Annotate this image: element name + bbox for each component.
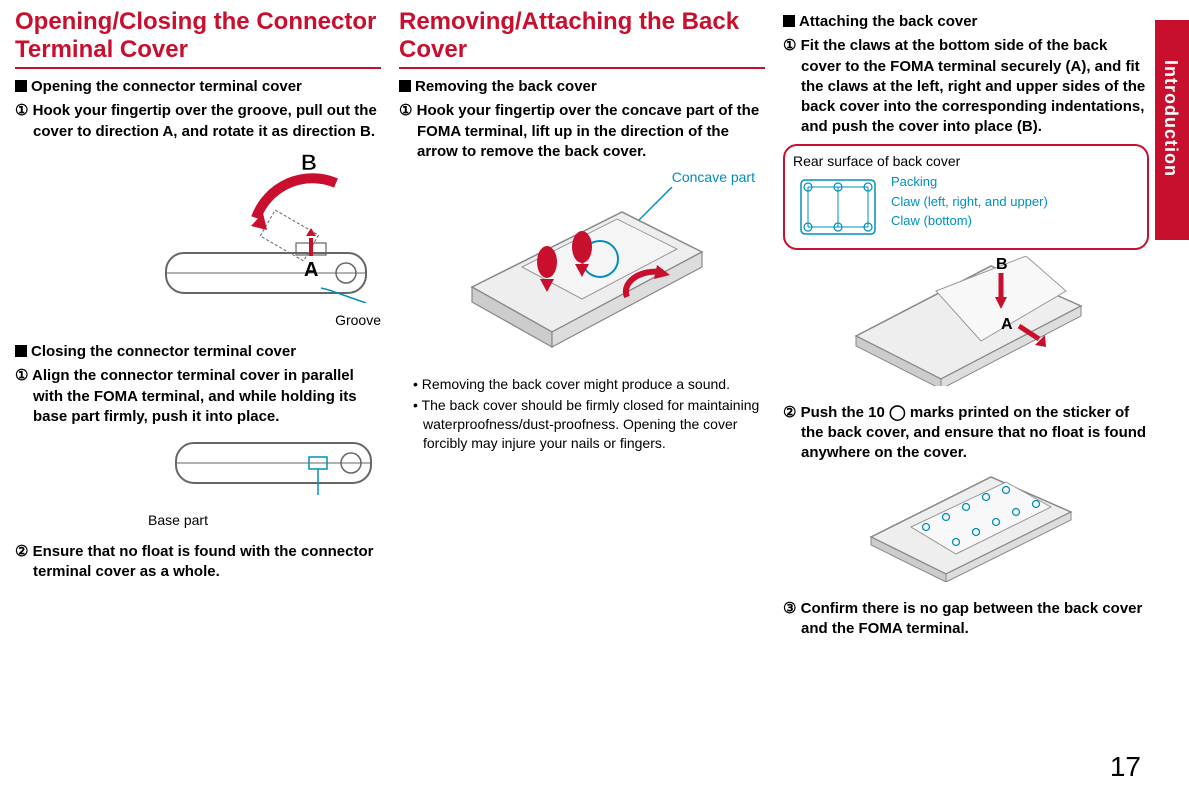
figure-open: B A Groove — [15, 148, 381, 330]
callout-label-3: Claw (bottom) — [891, 211, 1048, 231]
subheading-attaching: Attaching the back cover — [783, 12, 1149, 32]
svg-text:A: A — [304, 259, 318, 281]
step-close-1: ① Align the connector terminal cover in … — [15, 366, 381, 427]
fig-label-concave: Concave part — [399, 168, 765, 187]
callout-labels: Packing Claw (left, right, and upper) Cl… — [891, 172, 1048, 242]
column-1: Opening/Closing the Connector Terminal C… — [15, 8, 381, 784]
section-title-1: Opening/Closing the Connector Terminal C… — [15, 8, 381, 69]
svg-text:A: A — [1001, 316, 1013, 333]
step-close-2: ② Ensure that no float is found with the… — [15, 542, 381, 583]
callout-title: Rear surface of back cover — [793, 152, 1139, 171]
section-title-2: Removing/Attaching the Back Cover — [399, 8, 765, 69]
svg-text:B: B — [301, 150, 317, 175]
callout-rear-cover: Rear surface of back cover — [783, 144, 1149, 251]
section-tab-label: Introduction — [1159, 60, 1183, 177]
page: Opening/Closing the Connector Terminal C… — [0, 0, 1189, 792]
callout-diagram-icon — [793, 172, 883, 242]
callout-label-2: Claw (left, right, and upper) — [891, 192, 1048, 212]
diagram-press-icon — [851, 467, 1081, 582]
notes-remove: Removing the back cover might produce a … — [399, 375, 765, 453]
figure-attach-2 — [783, 467, 1149, 588]
note-2: The back cover should be firmly closed f… — [413, 396, 765, 453]
diagram-attach-icon: B A — [836, 256, 1096, 386]
subheading-opening: Opening the connector terminal cover — [15, 77, 381, 97]
diagram-remove-icon — [442, 187, 722, 357]
diagram-open-icon: B A — [161, 148, 381, 303]
diagram-close-icon — [171, 433, 381, 503]
step-attach-2: ② Push the 10 ◯ marks printed on the sti… — [783, 403, 1149, 464]
note-1: Removing the back cover might produce a … — [413, 375, 765, 394]
callout-label-1: Packing — [891, 172, 1048, 192]
figure-remove: Concave part — [399, 168, 765, 363]
column-2: Removing/Attaching the Back Cover Removi… — [399, 8, 765, 784]
step-remove-1: ① Hook your fingertip over the concave p… — [399, 101, 765, 162]
figure-close: Base part — [15, 433, 381, 530]
page-number: 17 — [1110, 748, 1141, 786]
step-open-1: ① Hook your fingertip over the groove, p… — [15, 101, 381, 142]
column-3: Attaching the back cover ① Fit the claws… — [783, 8, 1149, 784]
step-attach-3: ③ Confirm there is no gap between the ba… — [783, 599, 1149, 640]
fig-label-groove: Groove — [15, 311, 381, 330]
subheading-closing-text: Closing the connector terminal cover — [31, 343, 296, 360]
figure-attach-1: B A — [783, 256, 1149, 392]
step-attach-1: ① Fit the claws at the bottom side of th… — [783, 36, 1149, 137]
subheading-attaching-text: Attaching the back cover — [799, 13, 977, 30]
fig-label-base: Base part — [15, 511, 341, 530]
subheading-removing: Removing the back cover — [399, 77, 765, 97]
subheading-opening-text: Opening the connector terminal cover — [31, 78, 302, 95]
subheading-removing-text: Removing the back cover — [415, 78, 597, 95]
svg-text:B: B — [996, 256, 1008, 273]
subheading-closing: Closing the connector terminal cover — [15, 342, 381, 362]
